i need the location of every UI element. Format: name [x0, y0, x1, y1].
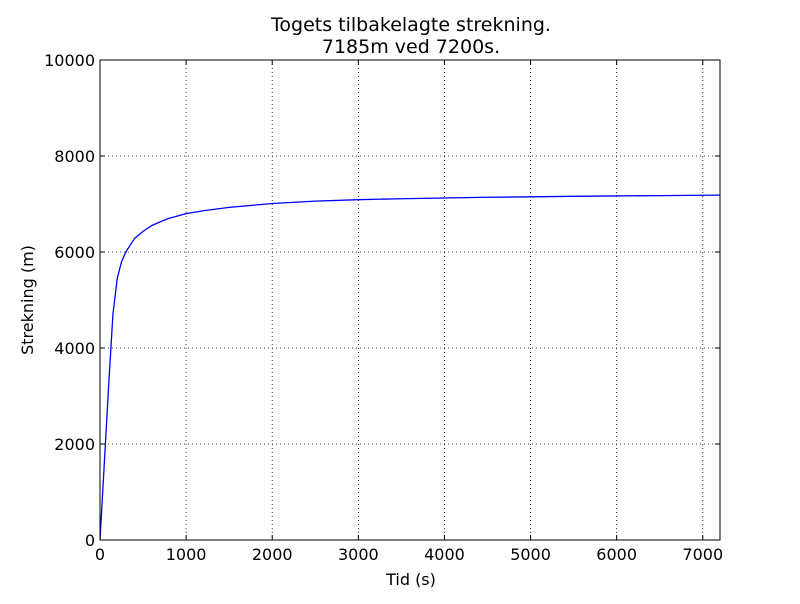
series-layer	[100, 194, 720, 540]
y-tick-label: 6000	[54, 243, 95, 262]
axes-layer	[99, 59, 721, 541]
x-tick-label: 7000	[682, 545, 723, 564]
x-axis-label: Tid (s)	[385, 570, 436, 589]
chart-title: Togets tilbakelagte strekning.	[270, 14, 551, 36]
y-tick-label: 2000	[54, 435, 95, 454]
grid-layer	[99, 59, 720, 541]
x-tick-label: 4000	[424, 545, 465, 564]
chart-subtitle: 7185m ved 7200s.	[322, 36, 500, 58]
x-tick-label: 0	[95, 545, 105, 564]
x-tick-label: 2000	[252, 545, 293, 564]
y-axis-label: Strekning (m)	[18, 245, 37, 355]
y-tick-label: 10000	[44, 51, 95, 70]
y-tick-label: 0	[85, 531, 95, 550]
x-tick-label: 1000	[166, 545, 207, 564]
series-line	[100, 194, 720, 540]
y-tick-label: 4000	[54, 339, 95, 358]
tick-layer: 0 1000 2000 3000 4000 5000 6000 7000 0 2000 4000 60…	[44, 51, 723, 564]
x-tick-label: 5000	[510, 545, 551, 564]
x-tick-label: 3000	[338, 545, 379, 564]
plot-frame	[99, 59, 721, 541]
y-tick-label: 8000	[54, 147, 95, 166]
x-tick-label: 6000	[596, 545, 637, 564]
